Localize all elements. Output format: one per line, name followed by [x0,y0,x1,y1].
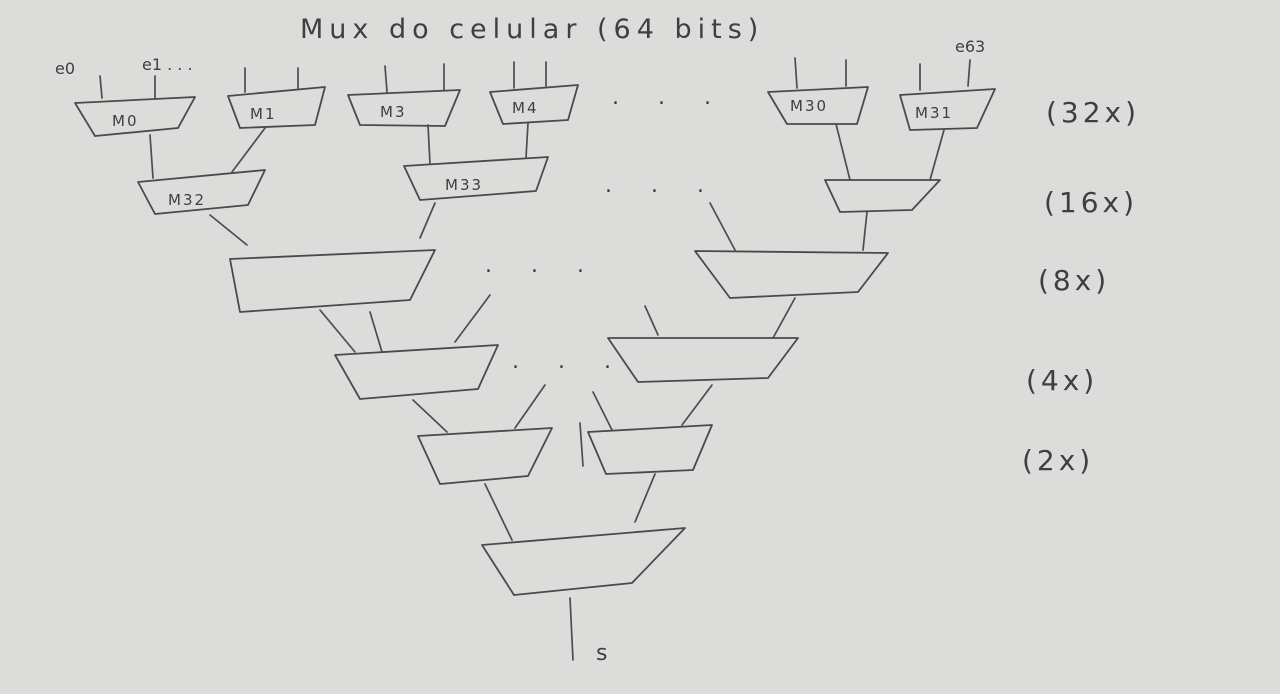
mux-m3: M3 [347,89,461,127]
wires-level2-level3 [209,202,868,251]
wires-level1-level2 [149,122,945,181]
level2-ellipsis: . . . [605,173,720,198]
level3-ellipsis: . . . [485,253,600,278]
mux-m30: M30 [767,86,869,125]
mux-label-m4: M4 [512,99,539,117]
mux-label-m32: M32 [168,191,206,209]
mux-level3-right [694,250,889,299]
output-wire [569,597,574,661]
count-level5: (2x) [1022,444,1094,477]
mux-m1: M1 [227,86,326,129]
mux-m0: M0 [74,96,196,137]
output-label: s [596,641,607,666]
input-label-e0: e0 [55,59,75,78]
mux-level5-left [417,427,553,485]
mux-final [481,527,686,596]
mux-label-m31: M31 [915,104,953,122]
diagram-title: Mux do celular (64 bits) [300,14,764,45]
level1-ellipsis: . . . [612,85,727,110]
mux-m33: M33 [403,156,549,201]
input-label-e63: e63 [955,37,985,56]
wires-level5-final [484,422,656,541]
count-level3: (8x) [1038,264,1110,297]
mux-label-m1: M1 [250,105,277,123]
mux-label-m3: M3 [380,103,407,121]
mux-m4: M4 [489,84,579,125]
mux-m31: M31 [899,88,996,131]
wires-level4-level5 [412,384,713,433]
input-wires [99,57,971,99]
count-level2: (16x) [1044,186,1138,219]
mux-level2-right [824,179,941,213]
mux-level5-right [587,424,713,475]
mux-label-m33: M33 [445,176,483,194]
mux-level3-left [229,249,436,313]
level4-ellipsis: . . . [512,349,627,374]
wires-level3-level4 [319,294,796,353]
count-level1: (32x) [1046,96,1140,129]
mux-level4-left [334,344,499,400]
mux-m32: M32 [137,169,266,215]
input-label-e1: e1 . . . [142,55,193,74]
mux-level4-right [607,337,799,383]
mux-label-m0: M0 [112,112,139,130]
mux-label-m30: M30 [790,97,828,115]
count-level4: (4x) [1026,364,1098,397]
